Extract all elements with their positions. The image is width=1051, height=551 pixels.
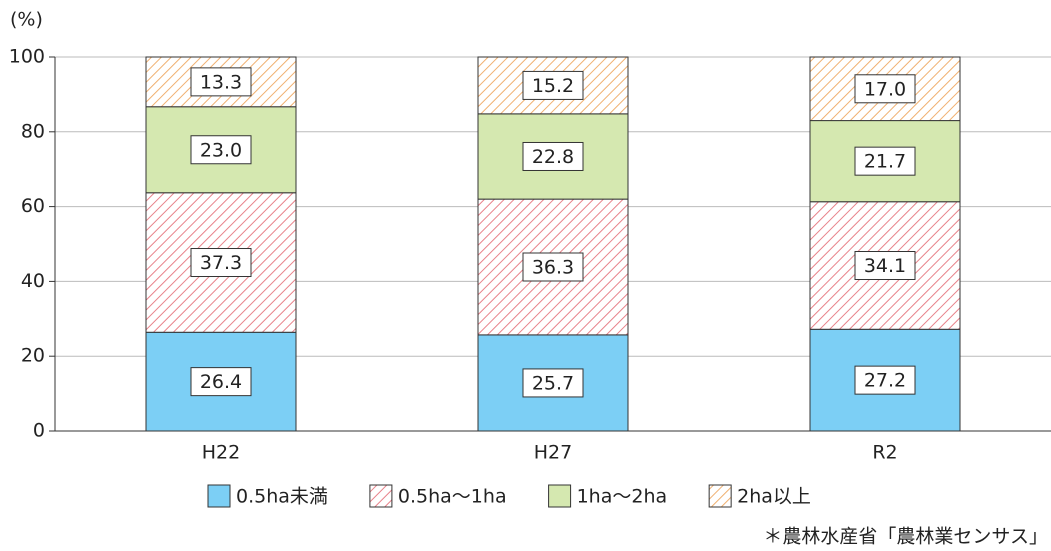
- legend-label: 0.5ha～1ha: [398, 486, 507, 508]
- y-unit: (%): [10, 9, 43, 31]
- value-label: 36.3: [532, 257, 574, 279]
- value-label: 22.8: [532, 146, 574, 168]
- value-label-box: [854, 251, 916, 281]
- y-tick-label: 40: [21, 270, 45, 292]
- legend-swatch: [207, 484, 231, 508]
- legend-swatch: [708, 484, 732, 508]
- y-tick-label: 0: [33, 420, 45, 442]
- legend-label: 1ha～2ha: [577, 486, 668, 508]
- legend-label: 2ha以上: [737, 486, 811, 508]
- value-label-box: [522, 70, 584, 100]
- legend-label: 0.5ha未満: [236, 486, 328, 508]
- legend-swatch: [548, 484, 572, 508]
- y-tick-label: 100: [9, 46, 45, 68]
- legend-swatch: [369, 484, 393, 508]
- x-tick-label: R2: [872, 442, 897, 464]
- value-label: 25.7: [532, 372, 574, 394]
- value-label: 23.0: [200, 139, 242, 161]
- value-label-box: [190, 248, 252, 278]
- value-label: 34.1: [864, 255, 906, 277]
- value-label-box: [854, 146, 916, 176]
- value-label: 17.0: [864, 78, 906, 100]
- value-label: 37.3: [200, 252, 242, 274]
- value-label-box: [854, 365, 916, 395]
- value-label-box: [190, 367, 252, 397]
- value-label: 13.3: [200, 71, 242, 93]
- value-label: 21.7: [864, 151, 906, 173]
- y-tick-label: 60: [21, 195, 45, 217]
- value-label: 26.4: [200, 371, 242, 393]
- value-label-box: [854, 74, 916, 104]
- x-tick-label: H27: [534, 442, 572, 464]
- value-label-box: [522, 252, 584, 282]
- y-tick-label: 20: [21, 345, 45, 367]
- value-label: 15.2: [532, 75, 574, 97]
- x-tick-label: H22: [202, 442, 240, 464]
- value-label-box: [190, 135, 252, 165]
- value-label-box: [522, 368, 584, 398]
- value-label-box: [522, 141, 584, 171]
- value-label-box: [190, 67, 252, 97]
- y-tick-label: 80: [21, 120, 45, 142]
- value-label: 27.2: [864, 370, 906, 392]
- source-note: ＊農林水産省「農林業センサス」: [763, 526, 1048, 548]
